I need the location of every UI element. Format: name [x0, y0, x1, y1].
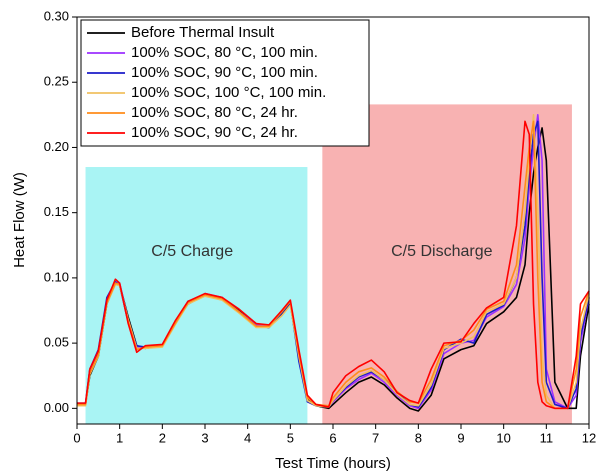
- data-line: [77, 120, 590, 410]
- x-tick-label: 1: [116, 430, 123, 445]
- legend-text: Before Thermal Insult: [131, 24, 275, 41]
- y-axis-label: Heat Flow (W): [11, 172, 28, 268]
- x-tick-label: 6: [329, 430, 336, 445]
- x-tick-label: 5: [287, 430, 294, 445]
- y-tick-label: 0.30: [44, 8, 69, 23]
- region-label: C/5 Discharge: [391, 243, 492, 260]
- shaded-region: [85, 167, 308, 424]
- x-tick-label: 4: [244, 430, 251, 445]
- legend-text: 100% SOC, 100 °C, 100 min.: [131, 84, 326, 101]
- y-tick-label: 0.20: [44, 139, 69, 154]
- data-line: [77, 120, 590, 410]
- legend-text: 100% SOC, 90 °C, 100 min.: [131, 64, 318, 81]
- x-tick-label: 2: [159, 430, 166, 445]
- legend-box: [80, 19, 370, 147]
- y-tick-label: 0.15: [44, 204, 69, 219]
- y-tick-label: 0.05: [44, 335, 69, 350]
- x-tick-label: 3: [201, 430, 208, 445]
- x-tick-label: 9: [457, 430, 464, 445]
- x-tick-label: 12: [582, 430, 596, 445]
- legend-text: 100% SOC, 80 °C, 24 hr.: [131, 104, 298, 121]
- data-line: [77, 114, 590, 410]
- y-tick-label: 0.10: [44, 269, 69, 284]
- y-tick-label: 0.00: [44, 400, 69, 415]
- x-tick-label: 11: [540, 430, 554, 445]
- x-tick-label: 7: [372, 430, 379, 445]
- region-label: C/5 Charge: [151, 243, 233, 260]
- x-tick-label: 8: [415, 430, 422, 445]
- x-tick-label: 0: [73, 430, 80, 445]
- x-tick-label: 10: [496, 430, 510, 445]
- y-tick-label: 0.25: [44, 74, 69, 89]
- legend-text: 100% SOC, 90 °C, 24 hr.: [131, 124, 298, 141]
- x-axis-label: Test Time (hours): [275, 455, 391, 472]
- legend-text: 100% SOC, 80 °C, 100 min.: [131, 44, 318, 61]
